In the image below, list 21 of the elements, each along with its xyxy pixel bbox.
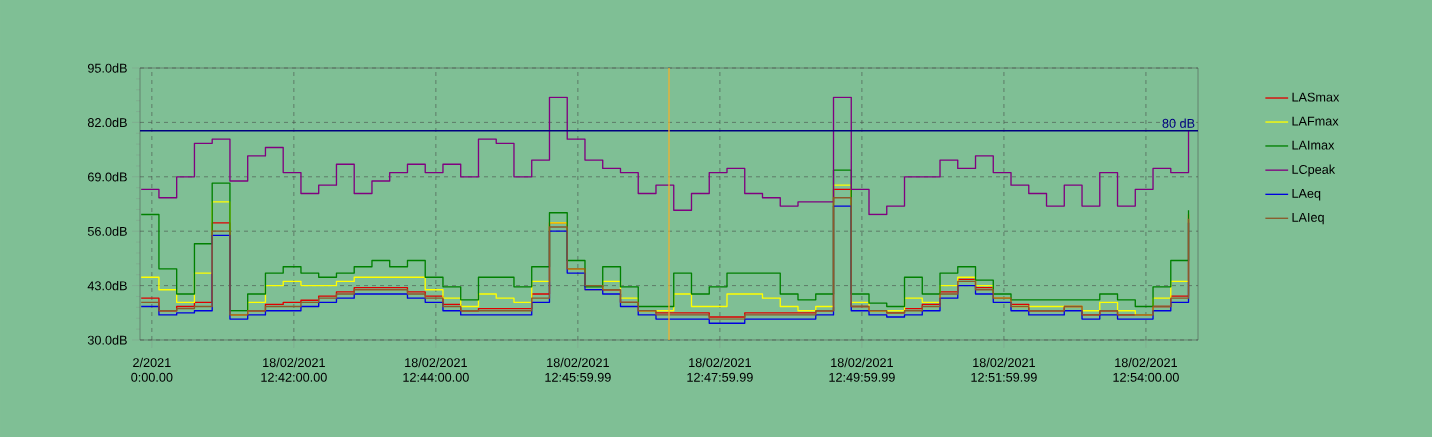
- legend-label: LASmax: [1292, 92, 1340, 102]
- x-tick-label: 18/02/2021 12:54:00.00: [1113, 357, 1179, 382]
- legend-label: LAFmax: [1292, 116, 1339, 126]
- y-tick-label: 69.0dB: [88, 172, 127, 182]
- legend-label: LCpeak: [1292, 164, 1336, 177]
- y-tick-label: 43.0dB: [87, 280, 127, 291]
- x-tick-label: 18/02/2021 12:51:59.99: [971, 357, 1037, 382]
- x-tick-label: 18/02/2021 12:49:59.99: [829, 357, 895, 382]
- legend-label: LAIeq: [1292, 212, 1324, 225]
- y-tick-label: 95.0dB: [87, 63, 127, 73]
- legend-label: LAImax: [1292, 140, 1335, 150]
- x-tick-label: 18/02/2021 12:42:00.00: [261, 357, 327, 382]
- y-tick-label: 82.0dB: [87, 117, 127, 128]
- y-tick-label: 56.0dB: [87, 226, 127, 236]
- x-tick-label: 18/02/2021 12:45:59.99: [545, 357, 611, 382]
- x-tick-label: 18/02/2021 12:44:00.00: [403, 357, 469, 382]
- legend-label: LAeq: [1292, 189, 1321, 201]
- ref-line-label: 80 dB: [1162, 118, 1195, 128]
- y-tick-label: 30.0dB: [87, 335, 127, 345]
- x-tick-label: 18/02/2021 12:47:59.99: [687, 357, 753, 382]
- x-tick-label: 2/2021 0:00.00: [131, 357, 173, 382]
